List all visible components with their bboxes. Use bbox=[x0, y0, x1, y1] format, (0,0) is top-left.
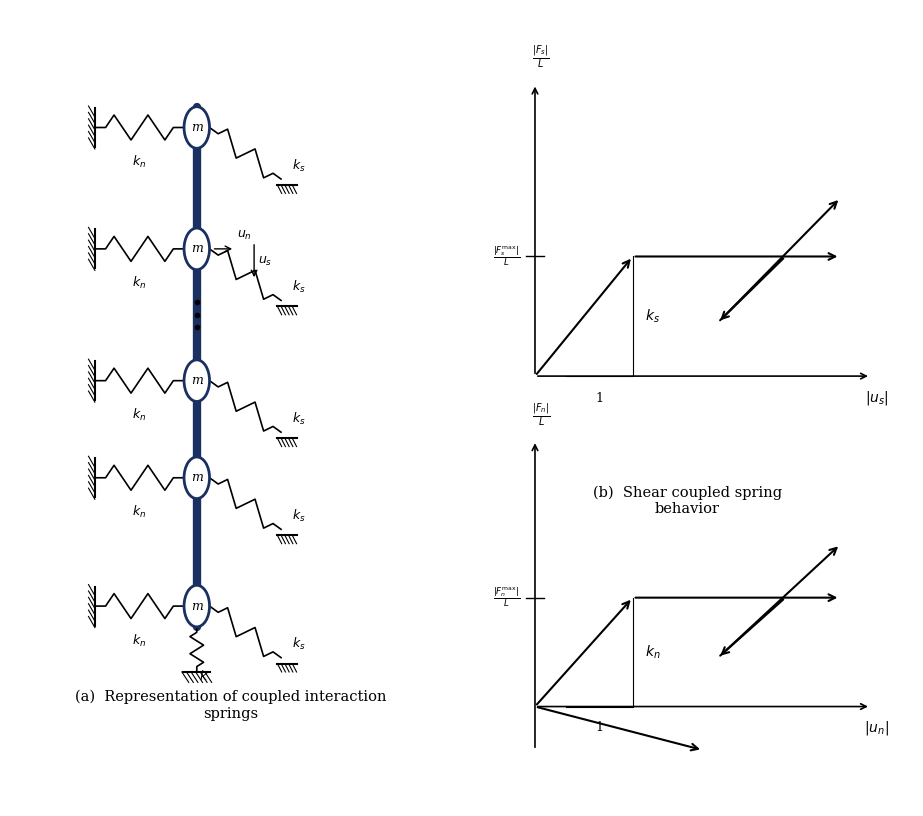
Text: m: m bbox=[191, 472, 203, 484]
Text: m: m bbox=[191, 600, 203, 613]
Text: m: m bbox=[191, 242, 203, 255]
Text: $|u_s|$: $|u_s|$ bbox=[865, 389, 889, 407]
Text: $k_n$: $k_n$ bbox=[132, 154, 147, 170]
Text: $k$: $k$ bbox=[199, 668, 209, 682]
Text: $|u_n|$: $|u_n|$ bbox=[865, 719, 890, 737]
Text: $u_s$: $u_s$ bbox=[258, 255, 272, 268]
Text: $k_n$: $k_n$ bbox=[132, 407, 147, 424]
Text: $k_s$: $k_s$ bbox=[293, 410, 306, 427]
Text: $k_n$: $k_n$ bbox=[132, 632, 147, 649]
Circle shape bbox=[184, 585, 210, 627]
Circle shape bbox=[184, 457, 210, 499]
Text: (b)  Shear coupled spring
behavior: (b) Shear coupled spring behavior bbox=[593, 486, 782, 516]
Text: $k_n$: $k_n$ bbox=[132, 275, 147, 291]
Circle shape bbox=[184, 228, 210, 270]
Text: (a)  Representation of coupled interaction
springs: (a) Representation of coupled interactio… bbox=[75, 690, 387, 721]
Circle shape bbox=[184, 360, 210, 401]
Text: $k_n$: $k_n$ bbox=[132, 504, 147, 521]
Text: $k_s$: $k_s$ bbox=[645, 308, 660, 325]
Text: $k_s$: $k_s$ bbox=[293, 636, 306, 652]
Text: $k_n$: $k_n$ bbox=[645, 643, 661, 661]
Circle shape bbox=[184, 107, 210, 149]
Text: $k_s$: $k_s$ bbox=[293, 279, 306, 295]
Text: $k_s$: $k_s$ bbox=[293, 157, 306, 174]
Text: 1: 1 bbox=[595, 721, 603, 734]
Text: $\frac{|F_s|}{L}$: $\frac{|F_s|}{L}$ bbox=[533, 44, 550, 70]
Text: $\frac{|F_n|}{L}$: $\frac{|F_n|}{L}$ bbox=[532, 401, 550, 428]
Text: $\frac{|F_s^{\rm max}|}{L}$: $\frac{|F_s^{\rm max}|}{L}$ bbox=[493, 245, 520, 268]
Text: $k_s$: $k_s$ bbox=[293, 508, 306, 524]
Text: $\frac{|F_n^{\rm max}|}{L}$: $\frac{|F_n^{\rm max}|}{L}$ bbox=[493, 586, 520, 610]
Text: $u_n$: $u_n$ bbox=[237, 228, 252, 242]
Text: m: m bbox=[191, 121, 203, 134]
Text: 1: 1 bbox=[595, 392, 603, 405]
Text: m: m bbox=[191, 375, 203, 387]
